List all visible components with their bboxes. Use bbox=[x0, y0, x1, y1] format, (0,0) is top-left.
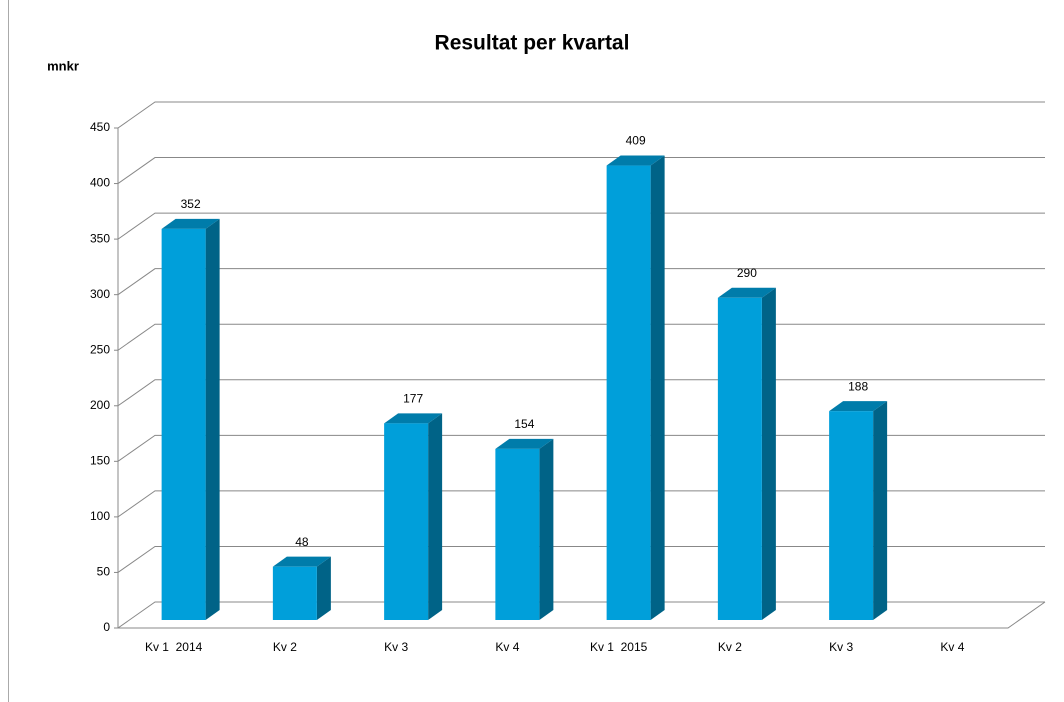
bar-top bbox=[161, 218, 220, 229]
bar-side bbox=[428, 413, 443, 620]
y-tick-label: 400 bbox=[90, 176, 110, 190]
grid-line bbox=[117, 434, 1045, 462]
grid-line bbox=[117, 212, 1045, 240]
bar bbox=[717, 297, 762, 620]
bar-side bbox=[650, 155, 665, 621]
x-tick-label: Kv 3 bbox=[384, 640, 408, 654]
grid-line bbox=[117, 101, 1045, 129]
bar bbox=[384, 423, 429, 620]
y-tick-label: 150 bbox=[90, 454, 110, 468]
bar-top bbox=[829, 401, 888, 412]
bar-top bbox=[606, 155, 665, 166]
grid-line bbox=[117, 268, 1045, 296]
bar-top bbox=[384, 413, 443, 424]
data-label: 154 bbox=[514, 417, 534, 431]
grid-line bbox=[117, 379, 1045, 407]
x-tick-label: Kv 2 bbox=[718, 640, 742, 654]
y-tick-label: 0 bbox=[103, 620, 110, 634]
bar-side bbox=[316, 556, 331, 620]
x-tick-label: Kv 1 2014 bbox=[145, 640, 203, 654]
bar-top bbox=[272, 556, 331, 567]
y-tick-label: 250 bbox=[90, 342, 110, 356]
x-tick-label: Kv 3 bbox=[829, 640, 853, 654]
bar bbox=[606, 165, 651, 621]
x-tick-label: Kv 2 bbox=[273, 640, 297, 654]
grid-line bbox=[117, 490, 1045, 518]
x-tick-label: Kv 4 bbox=[495, 640, 519, 654]
data-label: 352 bbox=[181, 197, 201, 211]
data-label: 290 bbox=[737, 266, 757, 280]
bar-top bbox=[717, 287, 776, 298]
y-tick-label: 50 bbox=[97, 565, 111, 579]
bar-side bbox=[539, 438, 554, 620]
x-tick-label: Kv 4 bbox=[940, 640, 964, 654]
y-tick-label: 350 bbox=[90, 231, 110, 245]
y-tick-label: 100 bbox=[90, 509, 110, 523]
y-axis-label: mnkr bbox=[47, 58, 79, 73]
y-tick-label: 300 bbox=[90, 287, 110, 301]
x-tick-label: Kv 1 2015 bbox=[590, 640, 648, 654]
floor bbox=[118, 601, 1046, 629]
bar-top bbox=[495, 438, 554, 449]
data-label: 188 bbox=[848, 379, 868, 393]
grid-line bbox=[117, 601, 1045, 629]
chart-title: Resultat per kvartal bbox=[435, 32, 630, 55]
bar bbox=[829, 411, 874, 620]
y-tick-label: 200 bbox=[90, 398, 110, 412]
data-label: 409 bbox=[626, 134, 646, 148]
bar-side bbox=[873, 401, 888, 620]
data-label: 48 bbox=[295, 535, 309, 549]
bar-side bbox=[205, 218, 220, 620]
grid-line bbox=[117, 157, 1045, 184]
bar-side bbox=[761, 287, 776, 620]
grid-line bbox=[117, 545, 1045, 573]
data-label: 177 bbox=[403, 392, 423, 406]
grid-line bbox=[117, 323, 1045, 351]
bar bbox=[272, 566, 317, 620]
y-tick-label: 450 bbox=[90, 120, 110, 134]
bar bbox=[161, 228, 206, 620]
bar bbox=[495, 448, 540, 620]
